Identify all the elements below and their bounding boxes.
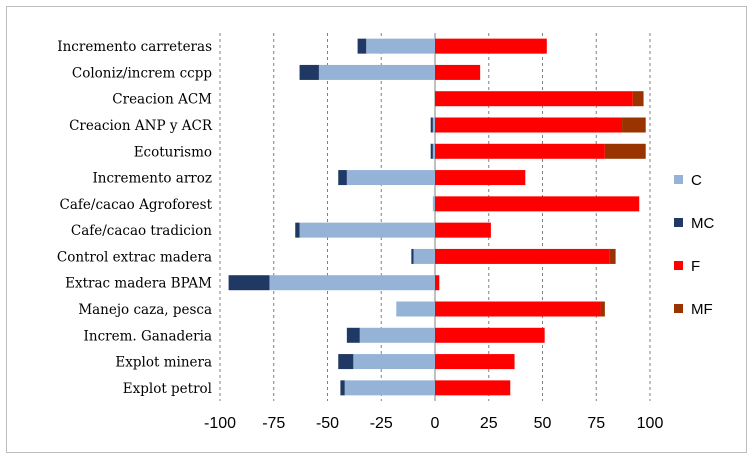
x-tick-label: -25 — [370, 415, 393, 432]
legend-swatch-f — [674, 261, 683, 270]
bar-f-3 — [435, 117, 623, 133]
bar-c-1 — [318, 64, 435, 80]
bar-f-6 — [435, 196, 640, 212]
bar-c-12 — [353, 354, 435, 370]
x-tick-labels: -100 -75 -50 -25 0 25 50 75 100 — [204, 415, 663, 432]
bar-mc-7 — [295, 222, 300, 238]
legend: C MC F MF — [674, 172, 714, 318]
bar-f-13 — [435, 380, 511, 396]
category-label: Ecoturismo — [134, 144, 212, 160]
x-tick-label: -75 — [262, 415, 285, 432]
category-label: Control extrac madera — [57, 249, 212, 265]
category-label: Increm. Ganaderia — [84, 328, 212, 344]
bar-mc-5 — [338, 170, 347, 186]
bar-mc-4 — [430, 143, 433, 159]
bar-f-0 — [435, 38, 547, 54]
bar-mc-12 — [338, 354, 354, 370]
bar-c-8 — [413, 248, 435, 264]
category-label: Cafe/cacao Agroforest — [60, 197, 213, 213]
gridlines — [219, 33, 651, 401]
bars — [228, 38, 646, 396]
x-tick-label: 0 — [431, 415, 440, 432]
bar-mc-1 — [299, 64, 319, 80]
category-label: Explot minera — [115, 355, 212, 371]
category-label: Explot petrol — [123, 381, 212, 397]
bar-c-13 — [344, 380, 435, 396]
category-label: Creacion ACM — [112, 92, 212, 108]
x-tick-label: -50 — [316, 415, 339, 432]
bar-c-10 — [396, 301, 435, 317]
bar-c-7 — [299, 222, 435, 238]
legend-label-f: F — [691, 258, 700, 275]
x-tick-label: 25 — [480, 415, 498, 432]
category-label: Incremento arroz — [92, 171, 212, 187]
bar-f-11 — [435, 327, 545, 343]
bar-mc-0 — [357, 38, 367, 54]
bar-mf-3 — [622, 117, 646, 133]
bar-mf-2 — [632, 91, 644, 107]
bar-mc-3 — [430, 117, 433, 133]
bar-c-3 — [432, 117, 435, 133]
bar-c-4 — [432, 143, 435, 159]
bar-f-12 — [435, 354, 515, 370]
bar-f-10 — [435, 301, 601, 317]
category-label: Extrac madera BPAM — [65, 276, 212, 292]
bar-f-2 — [435, 91, 633, 107]
category-label: Coloniz/increm ccpp — [72, 65, 212, 81]
legend-swatch-mf — [674, 304, 683, 313]
bar-c-11 — [359, 327, 435, 343]
bar-mf-10 — [600, 301, 605, 317]
category-label: Incremento carreteras — [57, 39, 212, 55]
bar-mc-11 — [346, 327, 360, 343]
bar-f-1 — [435, 64, 481, 80]
bar-f-5 — [435, 170, 526, 186]
category-label: Creacion ANP y ACR — [69, 118, 213, 134]
bar-c-6 — [432, 196, 435, 212]
bar-mc-8 — [411, 248, 414, 264]
bar-f-8 — [435, 248, 610, 264]
bar-mf-8 — [609, 248, 616, 264]
legend-label-mc: MC — [691, 215, 714, 232]
bar-f-4 — [435, 143, 605, 159]
bar-f-7 — [435, 222, 491, 238]
bar-mc-9 — [228, 275, 270, 291]
legend-swatch-mc — [674, 218, 683, 227]
legend-label-mf: MF — [691, 301, 713, 318]
bar-f-9 — [435, 275, 440, 291]
bar-c-9 — [269, 275, 435, 291]
legend-label-c: C — [691, 172, 702, 189]
x-tick-label: 75 — [587, 415, 605, 432]
bar-mc-13 — [340, 380, 345, 396]
x-tick-label: 100 — [637, 415, 664, 432]
bar-c-0 — [366, 38, 435, 54]
bar-mf-4 — [604, 143, 646, 159]
x-tick-label: 50 — [534, 415, 552, 432]
legend-swatch-c — [674, 175, 683, 184]
category-labels: Incremento carreteras Coloniz/increm ccpp… — [57, 39, 213, 397]
bar-c-5 — [346, 170, 435, 186]
x-tick-label: -100 — [204, 415, 236, 432]
stacked-bar-chart: Incremento carreteras Coloniz/increm ccpp… — [57, 33, 714, 432]
chart-frame: Incremento carreteras Coloniz/increm ccpp… — [6, 6, 747, 453]
category-label: Cafe/cacao tradicion — [71, 223, 212, 239]
category-label: Manejo caza, pesca — [78, 302, 212, 318]
